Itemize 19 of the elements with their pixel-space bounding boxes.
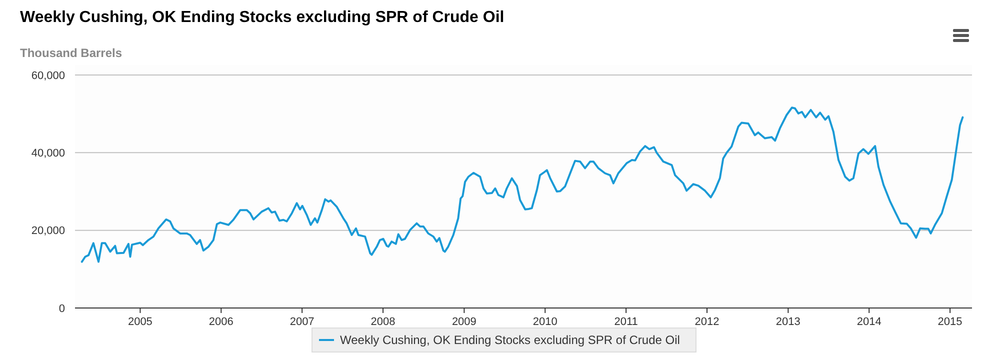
line-series <box>80 106 964 263</box>
x-tick-label: 2011 <box>614 316 638 328</box>
y-axis-title: Thousand Barrels <box>20 46 122 60</box>
x-tick-label: 2013 <box>776 316 800 328</box>
y-tick-label: 60,000 <box>31 70 65 82</box>
x-tick-label: 2008 <box>370 316 396 328</box>
y-tick-label: 40,000 <box>31 148 65 160</box>
y-tick-label: 20,000 <box>31 225 65 238</box>
legend-label: Weekly Cushing, OK Ending Stocks excluding SPR of Crude Oil <box>340 333 680 348</box>
x-tick-label: 2010 <box>532 316 558 328</box>
x-tick-label: 2014 <box>856 316 882 328</box>
x-tick-label: 2007 <box>290 316 314 328</box>
y-tick-label: 0 <box>58 302 65 315</box>
x-tick-label: 2005 <box>128 316 152 328</box>
chart-title: Weekly Cushing, OK Ending Stocks excluding SPR of Crude Oil <box>20 9 504 26</box>
x-tick-label: 2015 <box>938 316 962 328</box>
x-tick-label: 2009 <box>452 316 476 328</box>
x-tick-label: 2006 <box>208 316 234 328</box>
x-tick-label: 2012 <box>694 316 720 328</box>
